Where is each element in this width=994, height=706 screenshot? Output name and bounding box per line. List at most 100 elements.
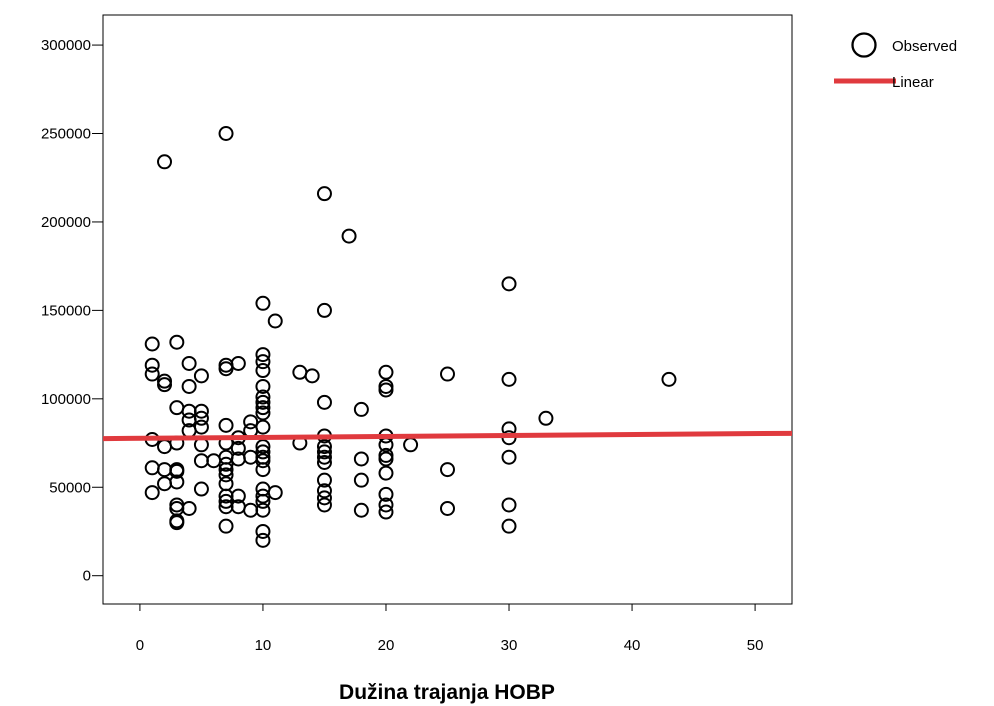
observed-point xyxy=(181,500,197,516)
observed-point xyxy=(181,355,197,371)
observed-point xyxy=(316,439,332,455)
observed-point xyxy=(193,410,209,426)
observed-point xyxy=(144,485,160,501)
observed-point xyxy=(267,313,283,329)
observed-point xyxy=(255,378,271,394)
x-axis: 0 10 20 30 40 50 xyxy=(136,604,764,654)
y-tick-label: 300000 xyxy=(41,37,91,54)
observed-point xyxy=(230,440,246,456)
y-tick-label: 100000 xyxy=(41,391,91,408)
observed-point xyxy=(378,382,394,398)
observed-point xyxy=(169,334,185,350)
observed-point xyxy=(353,502,369,518)
observed-point xyxy=(230,488,246,504)
observed-point xyxy=(316,444,332,460)
observed-point xyxy=(169,463,185,479)
observed-point xyxy=(255,453,271,469)
observed-point xyxy=(157,377,173,393)
observed-point xyxy=(255,347,271,363)
observed-point xyxy=(181,378,197,394)
x-tick-label: 40 xyxy=(624,637,641,654)
observed-point xyxy=(316,449,332,465)
observed-point xyxy=(292,364,308,380)
observed-point xyxy=(501,371,517,387)
observed-point xyxy=(255,462,271,478)
observed-point xyxy=(169,515,185,531)
observed-point xyxy=(255,394,271,410)
x-tick-label: 0 xyxy=(136,637,144,654)
observed-point xyxy=(304,368,320,384)
x-tick-label: 50 xyxy=(747,637,764,654)
legend: Observed Linear xyxy=(834,32,957,91)
observed-point xyxy=(316,394,332,410)
x-axis-title: Dužina trajanja HOBP xyxy=(339,681,555,704)
observed-point xyxy=(316,186,332,202)
observed-point xyxy=(440,500,455,516)
observed-point xyxy=(218,493,234,509)
legend-observed-label: Observed xyxy=(892,38,957,55)
observed-point xyxy=(157,439,173,455)
observed-point xyxy=(501,497,517,513)
observed-point xyxy=(501,518,517,534)
observed-point xyxy=(255,419,271,435)
observed-point xyxy=(157,462,173,478)
observed-point xyxy=(501,276,517,292)
observed-point xyxy=(255,444,271,460)
observed-point xyxy=(193,403,209,419)
observed-point xyxy=(255,400,271,416)
observed-point xyxy=(230,355,246,371)
observed-point xyxy=(378,465,394,481)
observed-point xyxy=(353,401,369,417)
observed-point xyxy=(440,462,455,478)
observed-point xyxy=(144,357,160,373)
observed-point xyxy=(255,523,271,539)
observed-point xyxy=(378,497,394,513)
legend-observed-marker xyxy=(851,32,877,58)
x-tick-label: 30 xyxy=(501,637,518,654)
observed-point xyxy=(255,405,271,421)
observed-point xyxy=(403,437,419,453)
observed-point xyxy=(378,364,394,380)
observed-point xyxy=(353,472,369,488)
observed-point xyxy=(243,502,259,518)
observed-point xyxy=(218,361,234,377)
observed-points xyxy=(144,126,677,548)
observed-point xyxy=(255,363,271,379)
linear-fit xyxy=(102,430,793,442)
observed-point xyxy=(255,389,271,405)
observed-point xyxy=(169,400,185,416)
legend-linear-label: Linear xyxy=(892,74,934,91)
observed-point xyxy=(193,481,209,497)
observed-point xyxy=(255,502,271,518)
observed-point xyxy=(157,476,173,492)
observed-point xyxy=(218,462,234,478)
observed-point xyxy=(316,472,332,488)
observed-point xyxy=(255,439,271,455)
observed-point xyxy=(206,453,222,469)
observed-point xyxy=(378,451,394,467)
observed-point xyxy=(316,497,332,513)
plot-frame xyxy=(102,14,793,605)
observed-point xyxy=(193,453,209,469)
y-tick-label: 0 xyxy=(83,568,91,585)
y-axis: 0 50000 100000 150000 200000 250000 300000 xyxy=(41,37,103,585)
observed-point xyxy=(218,476,234,492)
observed-point xyxy=(316,483,332,499)
observed-point xyxy=(316,302,332,318)
observed-point xyxy=(378,486,394,502)
observed-point xyxy=(341,228,357,244)
observed-point xyxy=(218,467,234,483)
x-tick-label: 10 xyxy=(255,637,272,654)
x-tick-label: 20 xyxy=(378,637,395,654)
observed-point xyxy=(218,126,234,142)
observed-point xyxy=(440,366,455,382)
observed-point xyxy=(353,451,369,467)
observed-point xyxy=(193,368,209,384)
observed-point xyxy=(169,474,185,490)
observed-point xyxy=(144,336,160,352)
observed-point xyxy=(243,414,259,430)
y-tick-label: 150000 xyxy=(41,302,91,319)
observed-point xyxy=(144,460,160,476)
y-tick-label: 200000 xyxy=(41,214,91,231)
